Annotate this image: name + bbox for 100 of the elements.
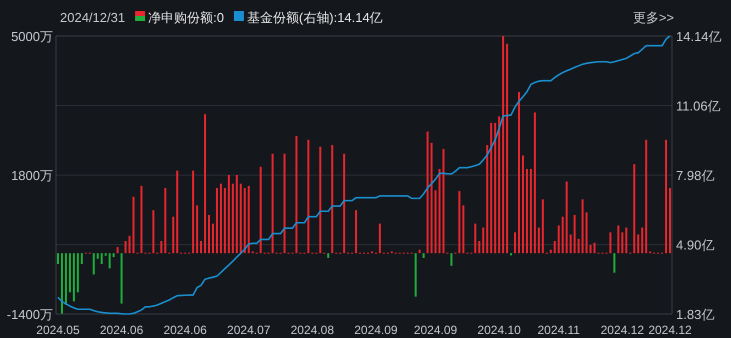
bar <box>228 175 230 254</box>
bar <box>172 216 174 254</box>
bar <box>224 188 226 254</box>
bar <box>498 116 500 254</box>
bar <box>160 241 162 254</box>
bar <box>232 184 234 254</box>
bar <box>438 168 441 254</box>
x-tick-label: 2024.09 <box>354 323 398 337</box>
bar <box>550 250 552 254</box>
x-tick-label: 2024.10 <box>477 323 522 337</box>
bar <box>378 224 381 254</box>
bar <box>60 253 63 314</box>
x-tick-label: 2024.06 <box>100 323 144 337</box>
bar <box>418 250 421 254</box>
bar <box>152 210 154 254</box>
bar <box>72 253 75 302</box>
bar <box>574 214 576 254</box>
bar <box>104 253 107 256</box>
bar <box>450 253 452 266</box>
bar <box>248 186 250 254</box>
bar <box>128 236 131 254</box>
bar <box>422 253 425 258</box>
bar <box>613 253 616 273</box>
bar <box>80 253 83 264</box>
bar <box>295 136 298 254</box>
x-tick-label: 2024.11 <box>537 323 580 337</box>
bar <box>594 242 596 254</box>
bar <box>530 168 532 254</box>
bar <box>617 225 620 254</box>
legend-label: 净申购份额:0 <box>148 10 224 25</box>
bar <box>327 253 330 258</box>
bar <box>240 184 242 254</box>
bar <box>56 253 59 264</box>
bar <box>132 196 134 254</box>
bar <box>244 188 246 254</box>
bar <box>542 199 544 254</box>
x-tick-label: 2024.12 <box>648 323 692 337</box>
bar <box>216 188 218 254</box>
bar <box>355 210 358 254</box>
bar <box>76 253 79 292</box>
bar <box>494 122 496 254</box>
bar <box>176 170 178 254</box>
bar <box>645 140 648 254</box>
text: 2024/12/31 <box>60 10 126 25</box>
bar <box>633 164 636 254</box>
bar <box>434 190 437 254</box>
bar <box>506 44 508 254</box>
x-tick-label: 2024.05 <box>36 323 80 337</box>
bar <box>526 168 528 254</box>
bar <box>514 232 516 254</box>
y2-tick-label: 14.14亿 <box>676 29 722 44</box>
bar <box>490 122 492 254</box>
bar <box>124 241 127 254</box>
bar <box>212 224 214 254</box>
bar <box>669 188 672 254</box>
bar <box>458 191 460 254</box>
bar <box>621 232 624 254</box>
bar <box>414 253 417 297</box>
bar <box>518 92 520 254</box>
bar <box>430 142 433 254</box>
x-tick-label: 2024.07 <box>227 323 271 337</box>
y2-tick-label: 1.83亿 <box>676 307 714 322</box>
line-series <box>57 35 671 315</box>
bar <box>609 232 612 254</box>
bar <box>482 228 484 254</box>
bar <box>637 234 640 254</box>
bar <box>208 214 210 254</box>
bar <box>192 170 194 254</box>
bar <box>586 212 588 254</box>
y2-tick-label: 11.06亿 <box>676 98 721 114</box>
bar <box>319 146 322 254</box>
bar <box>486 145 488 254</box>
bar <box>558 225 560 254</box>
bar <box>566 182 568 254</box>
bar <box>343 154 346 254</box>
bar <box>641 228 644 254</box>
bar <box>64 253 67 305</box>
bar <box>462 205 464 254</box>
y2-tick-label: 7.98亿 <box>676 168 714 184</box>
bar <box>140 186 142 254</box>
bar <box>582 199 584 254</box>
bar <box>625 228 628 254</box>
bar <box>108 253 111 268</box>
bar <box>307 140 310 254</box>
x-tick-label: 2024.06 <box>163 323 208 337</box>
x-tick-label: 2024.08 <box>290 323 334 337</box>
bar <box>502 36 504 254</box>
bar <box>538 228 540 254</box>
y-tick-label: 5000万 <box>11 29 53 44</box>
x-tick-label: 2024.12 <box>600 323 644 337</box>
bar <box>100 253 103 264</box>
bar <box>92 253 95 274</box>
bar <box>116 247 119 254</box>
y-tick-label: 1800万 <box>11 168 53 183</box>
bar <box>112 253 115 258</box>
bar <box>272 154 274 254</box>
y-tick-label: -1400万 <box>6 307 53 322</box>
bar <box>474 224 476 254</box>
bar <box>426 132 429 254</box>
text: 更多>> <box>632 10 674 25</box>
